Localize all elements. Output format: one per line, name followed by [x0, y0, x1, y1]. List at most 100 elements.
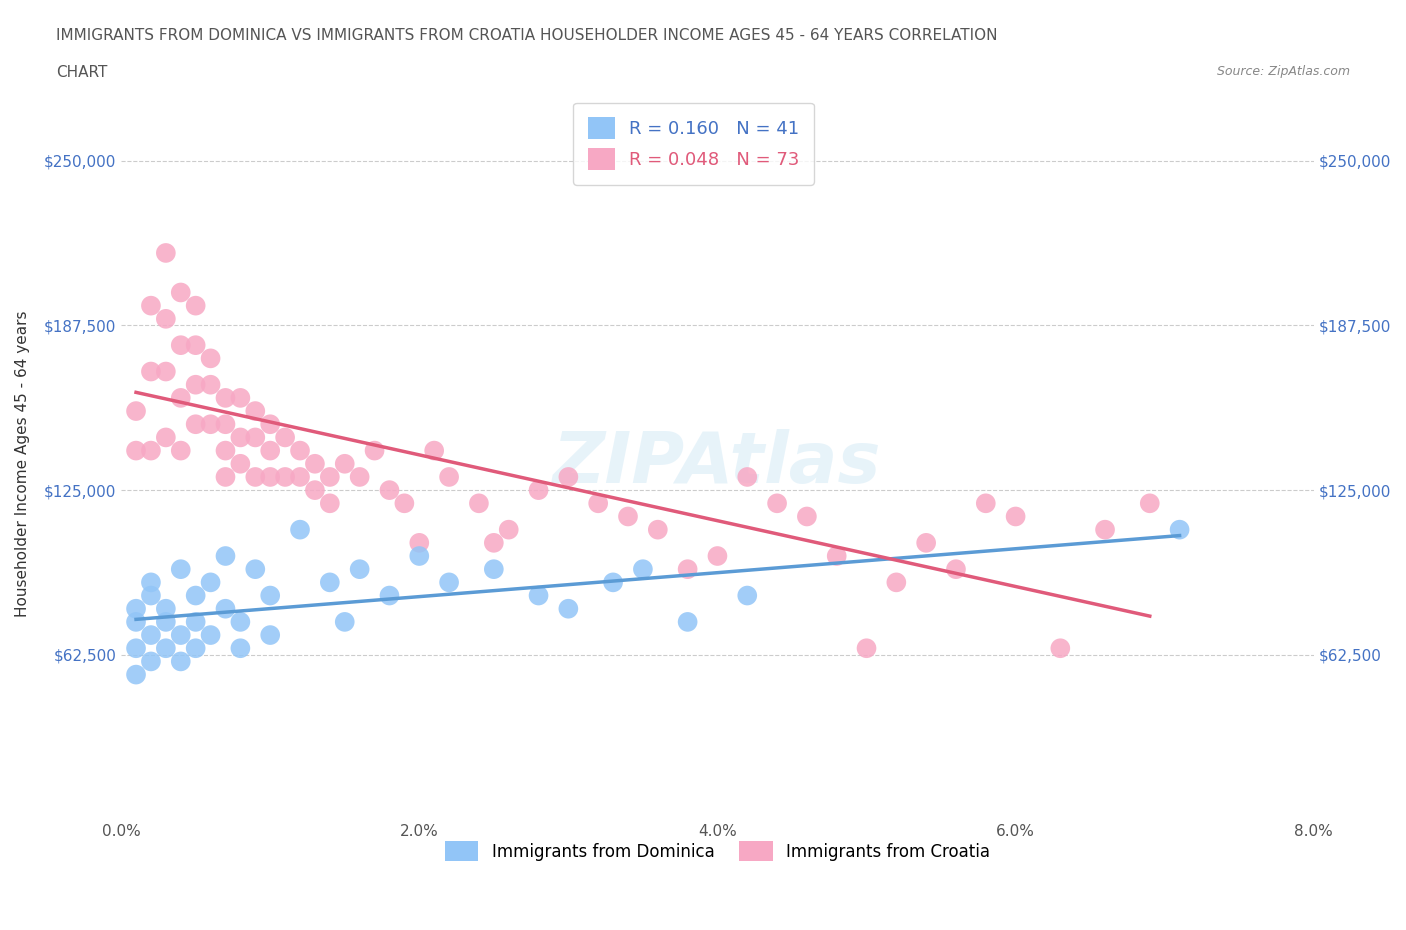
Point [557, 602, 579, 617]
Point [139, 299, 162, 313]
Point [363, 444, 385, 458]
Point [245, 430, 267, 445]
Point [245, 562, 267, 577]
Point [139, 628, 162, 643]
Point [259, 417, 281, 432]
Point [1139, 496, 1161, 511]
Point [319, 575, 342, 590]
Point [139, 444, 162, 458]
Point [229, 391, 252, 405]
Point [825, 549, 848, 564]
Point [125, 444, 148, 458]
Point [482, 536, 505, 551]
Point [170, 628, 193, 643]
Text: CHART: CHART [56, 65, 108, 80]
Point [647, 523, 669, 538]
Point [706, 549, 728, 564]
Point [125, 615, 148, 630]
Point [796, 509, 818, 524]
Point [229, 430, 252, 445]
Point [184, 615, 207, 630]
Point [184, 338, 207, 352]
Point [319, 470, 342, 485]
Point [631, 562, 654, 577]
Point [423, 444, 446, 458]
Point [229, 457, 252, 472]
Point [170, 391, 193, 405]
Point [125, 404, 148, 418]
Point [1004, 509, 1026, 524]
Point [259, 628, 281, 643]
Point [139, 365, 162, 379]
Point [200, 351, 222, 365]
Point [527, 588, 550, 603]
Point [527, 483, 550, 498]
Point [378, 588, 401, 603]
Point [170, 338, 193, 352]
Point [125, 667, 148, 682]
Point [259, 588, 281, 603]
Point [915, 536, 938, 551]
Point [333, 457, 356, 472]
Point [170, 444, 193, 458]
Point [349, 562, 371, 577]
Point [214, 391, 236, 405]
Point [184, 588, 207, 603]
Point [155, 365, 177, 379]
Point [1049, 641, 1071, 656]
Point [855, 641, 877, 656]
Point [319, 496, 342, 511]
Point [482, 562, 505, 577]
Point [170, 285, 193, 299]
Point [288, 470, 311, 485]
Point [498, 523, 520, 538]
Point [245, 404, 267, 418]
Point [735, 470, 758, 485]
Point [676, 615, 699, 630]
Point [437, 575, 460, 590]
Text: IMMIGRANTS FROM DOMINICA VS IMMIGRANTS FROM CROATIA HOUSEHOLDER INCOME AGES 45 -: IMMIGRANTS FROM DOMINICA VS IMMIGRANTS F… [56, 28, 998, 43]
Point [200, 628, 222, 643]
Point [139, 575, 162, 590]
Point [125, 602, 148, 617]
Point [304, 457, 326, 472]
Point [155, 430, 177, 445]
Point [170, 654, 193, 669]
Point [766, 496, 789, 511]
Point [586, 496, 609, 511]
Point [214, 444, 236, 458]
Point [155, 641, 177, 656]
Point [557, 470, 579, 485]
Point [139, 654, 162, 669]
Y-axis label: Householder Income Ages 45 - 64 years: Householder Income Ages 45 - 64 years [15, 311, 30, 617]
Point [1094, 523, 1116, 538]
Point [974, 496, 997, 511]
Point [125, 641, 148, 656]
Point [274, 430, 297, 445]
Point [437, 470, 460, 485]
Point [214, 470, 236, 485]
Point [184, 417, 207, 432]
Point [617, 509, 640, 524]
Point [214, 602, 236, 617]
Point [184, 299, 207, 313]
Point [468, 496, 491, 511]
Point [349, 470, 371, 485]
Point [155, 312, 177, 326]
Point [945, 562, 967, 577]
Point [229, 615, 252, 630]
Point [155, 246, 177, 260]
Point [139, 588, 162, 603]
Point [184, 378, 207, 392]
Point [602, 575, 624, 590]
Point [304, 483, 326, 498]
Point [378, 483, 401, 498]
Point [170, 562, 193, 577]
Legend: Immigrants from Dominica, Immigrants from Croatia: Immigrants from Dominica, Immigrants fro… [439, 834, 997, 868]
Point [735, 588, 758, 603]
Point [676, 562, 699, 577]
Point [288, 523, 311, 538]
Point [886, 575, 908, 590]
Point [274, 470, 297, 485]
Point [200, 575, 222, 590]
